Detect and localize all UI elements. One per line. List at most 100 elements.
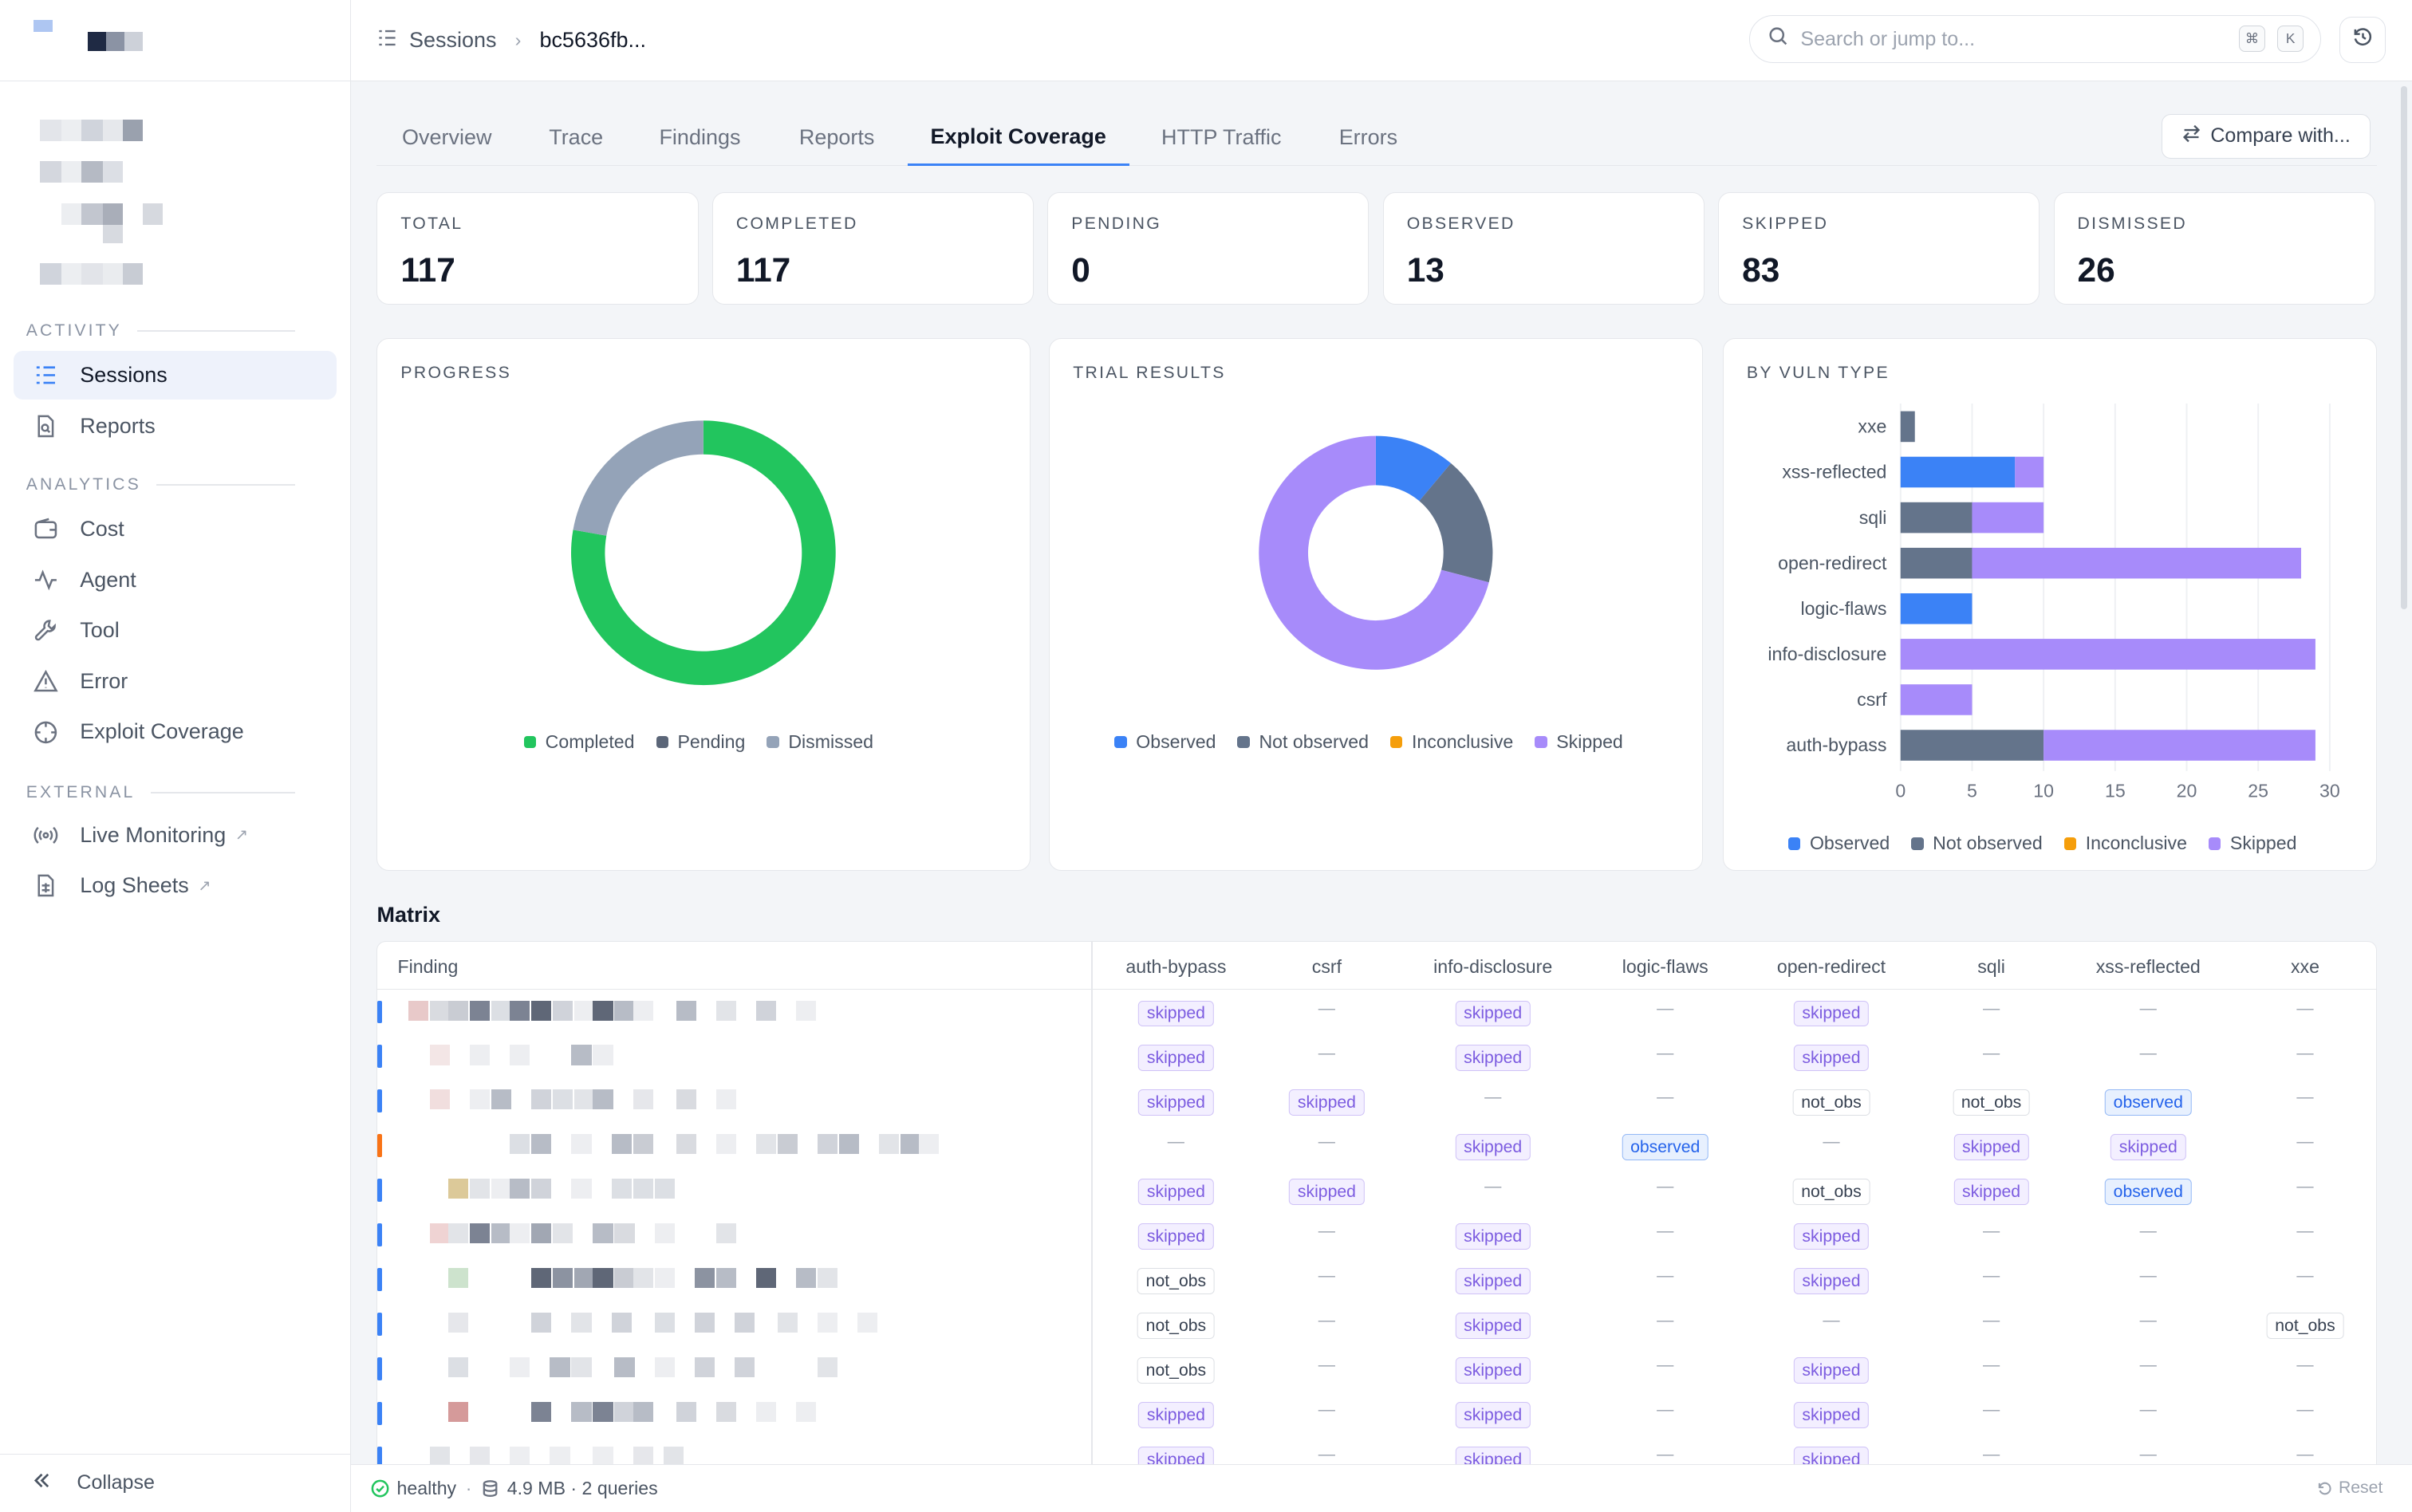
- matrix-cell[interactable]: skipped: [1455, 1045, 1531, 1072]
- sidebar-item-tool[interactable]: Tool: [14, 606, 337, 656]
- matrix-cell[interactable]: not_obs: [1953, 1089, 2030, 1116]
- sidebar-item-error[interactable]: Error: [14, 656, 337, 706]
- sidebar-item-reports[interactable]: Reports: [14, 401, 337, 451]
- stat-value: 0: [1071, 251, 1090, 289]
- sidebar-item-sessions[interactable]: Sessions: [14, 350, 337, 400]
- matrix-cell[interactable]: skipped: [1138, 1223, 1214, 1250]
- matrix-cell[interactable]: skipped: [1953, 1134, 2029, 1161]
- table-row[interactable]: skipped skipped — — not_obs not_obs observed —: [377, 1079, 2375, 1124]
- matrix-cell[interactable]: skipped: [2110, 1134, 2186, 1161]
- matrix-cell[interactable]: skipped: [1289, 1179, 1365, 1206]
- matrix-cell[interactable]: skipped: [1455, 1000, 1531, 1027]
- finding-name-redacted[interactable]: [377, 1446, 1085, 1468]
- donut-slice-dismissed[interactable]: [573, 420, 704, 536]
- matrix-cell[interactable]: observed: [1622, 1134, 1708, 1161]
- table-row[interactable]: skipped skipped — — not_obs skipped observed —: [377, 1168, 2375, 1213]
- matrix-cell[interactable]: skipped: [1793, 1045, 1870, 1072]
- matrix-cell[interactable]: skipped: [1289, 1089, 1365, 1116]
- bar-xss-reflected-observed[interactable]: [1900, 456, 2016, 488]
- tab-errors[interactable]: Errors: [1338, 125, 1398, 150]
- matrix-cell[interactable]: not_obs: [1792, 1089, 1870, 1116]
- table-row[interactable]: — — skipped observed — skipped skipped —: [377, 1124, 2375, 1168]
- table-row[interactable]: not_obs — skipped — skipped — — —: [377, 1346, 2375, 1391]
- finding-name-redacted[interactable]: [377, 1356, 1085, 1379]
- finding-name-redacted[interactable]: [377, 1045, 1085, 1066]
- matrix-cell[interactable]: skipped: [1793, 1000, 1870, 1027]
- donut-slice-observed[interactable]: [1376, 435, 1452, 502]
- bar-sqli-not-observed[interactable]: [1900, 502, 1973, 534]
- matrix-cell[interactable]: skipped: [1455, 1223, 1531, 1250]
- matrix-cell[interactable]: skipped: [1793, 1268, 1870, 1294]
- matrix-cell[interactable]: skipped: [1455, 1313, 1531, 1339]
- search-box[interactable]: ⌘ K: [1748, 15, 2322, 64]
- table-row[interactable]: skipped — skipped — skipped — — —: [377, 1391, 2375, 1435]
- bar-auth-bypass-not-observed[interactable]: [1900, 730, 2044, 762]
- matrix-cell[interactable]: skipped: [1455, 1401, 1531, 1428]
- matrix-cell[interactable]: observed: [2105, 1179, 2192, 1206]
- bar-csrf-skipped[interactable]: [1900, 684, 1973, 715]
- bar-open-redirect-skipped[interactable]: [1972, 548, 2301, 579]
- tab-reports[interactable]: Reports: [798, 125, 875, 150]
- sidebar-item-cost[interactable]: Cost: [14, 505, 337, 554]
- scrollbar-thumb[interactable]: [2401, 85, 2408, 609]
- matrix-cell[interactable]: skipped: [1455, 1356, 1531, 1384]
- matrix-cell[interactable]: not_obs: [1137, 1313, 1215, 1339]
- sidebar-item-agent[interactable]: Agent: [14, 555, 337, 604]
- table-row[interactable]: skipped — skipped — skipped — — —: [377, 1435, 2375, 1471]
- compare-button[interactable]: Compare with...: [2161, 113, 2371, 159]
- finding-name-redacted[interactable]: [377, 1313, 1085, 1334]
- finding-name-redacted[interactable]: [377, 1089, 1085, 1111]
- tab-trace[interactable]: Trace: [549, 125, 604, 150]
- bar-auth-bypass-skipped[interactable]: [2044, 730, 2315, 762]
- matrix-cell[interactable]: skipped: [1138, 1179, 1214, 1206]
- matrix-cell[interactable]: skipped: [1793, 1223, 1870, 1250]
- bar-open-redirect-not-observed[interactable]: [1900, 548, 1973, 579]
- matrix-cell[interactable]: observed: [2105, 1089, 2192, 1116]
- bar-info-disclosure-skipped[interactable]: [1900, 639, 2315, 670]
- finding-name-redacted[interactable]: [377, 1179, 1085, 1200]
- tab-findings[interactable]: Findings: [659, 125, 741, 150]
- matrix-cell[interactable]: skipped: [1455, 1134, 1531, 1161]
- matrix-cell-empty: —: [2296, 998, 2314, 1018]
- table-row[interactable]: skipped — skipped — skipped — — —: [377, 1034, 2375, 1079]
- matrix-cell[interactable]: skipped: [1138, 1089, 1214, 1116]
- matrix-cell[interactable]: not_obs: [1792, 1179, 1870, 1206]
- matrix-cell[interactable]: skipped: [1138, 1045, 1214, 1072]
- sidebar-item-log-sheets[interactable]: Log Sheets ↗: [14, 861, 337, 911]
- donut-slice-not-observed[interactable]: [1419, 463, 1493, 583]
- matrix-cell[interactable]: skipped: [1455, 1268, 1531, 1294]
- table-row[interactable]: not_obs — skipped — — — — not_obs: [377, 1302, 2375, 1347]
- table-row[interactable]: skipped — skipped — skipped — — —: [377, 1213, 2375, 1258]
- table-row[interactable]: skipped — skipped — skipped — — —: [377, 990, 2375, 1034]
- finding-name-redacted[interactable]: [377, 1268, 1085, 1290]
- finding-name-redacted[interactable]: [377, 1223, 1085, 1245]
- matrix-cell[interactable]: skipped: [1138, 1000, 1214, 1027]
- bar-sqli-skipped[interactable]: [1972, 502, 2044, 534]
- tab-overview[interactable]: Overview: [401, 125, 492, 150]
- finding-name-redacted[interactable]: [377, 1401, 1085, 1423]
- matrix-cell[interactable]: skipped: [1138, 1401, 1214, 1428]
- breadcrumb-sessions[interactable]: Sessions: [408, 28, 497, 53]
- sidebar-item-exploit-coverage[interactable]: Exploit Coverage: [14, 707, 337, 757]
- collapse-button[interactable]: Collapse: [0, 1453, 351, 1512]
- search-input[interactable]: [1800, 27, 2201, 51]
- matrix-cell[interactable]: skipped: [1953, 1179, 2029, 1206]
- finding-name-redacted[interactable]: [377, 1000, 1085, 1022]
- bar-xxe-not-observed[interactable]: [1900, 411, 1915, 443]
- matrix-cell[interactable]: not_obs: [2266, 1313, 2344, 1339]
- finding-name-redacted[interactable]: [377, 1134, 1085, 1156]
- workspace-switcher[interactable]: [0, 81, 351, 297]
- matrix-cell[interactable]: not_obs: [1137, 1356, 1215, 1384]
- donut-slice-skipped[interactable]: [1259, 435, 1489, 670]
- bar-logic-flaws-observed[interactable]: [1900, 593, 1973, 624]
- bar-xss-reflected-skipped[interactable]: [2015, 456, 2044, 488]
- table-row[interactable]: not_obs — skipped — skipped — — —: [377, 1258, 2375, 1302]
- matrix-cell[interactable]: skipped: [1793, 1401, 1870, 1428]
- tab-exploit-coverage[interactable]: Exploit Coverage: [907, 109, 1129, 167]
- reset-button[interactable]: Reset: [2317, 1479, 2382, 1498]
- matrix-cell[interactable]: not_obs: [1137, 1268, 1215, 1294]
- sidebar-item-live-monitoring[interactable]: Live Monitoring ↗: [14, 810, 337, 860]
- tab-http-traffic[interactable]: HTTP Traffic: [1161, 125, 1282, 150]
- history-button[interactable]: [2339, 17, 2386, 64]
- matrix-cell[interactable]: skipped: [1793, 1356, 1870, 1384]
